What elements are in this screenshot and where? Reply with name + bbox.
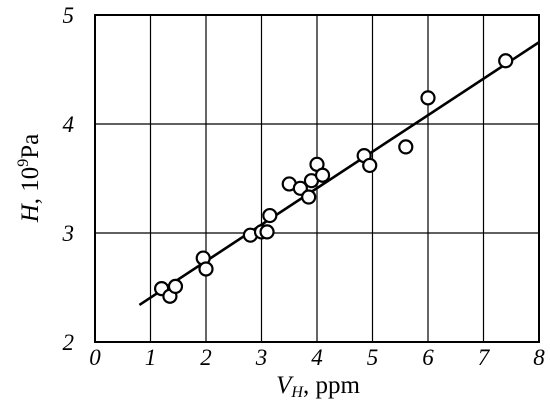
y-tick-label: 5 (63, 3, 75, 28)
plot-frame (94, 14, 540, 343)
x-tick-label: 0 (89, 345, 101, 370)
data-point (262, 207, 278, 224)
data-point (398, 139, 414, 155)
x-tick-label: 7 (478, 345, 491, 370)
data-point (259, 224, 275, 240)
data-point (301, 189, 317, 205)
data-point (420, 90, 436, 106)
data-point (198, 261, 214, 277)
data-point (314, 167, 331, 183)
x-tick-label: 4 (311, 345, 323, 370)
data-points (154, 53, 514, 304)
data-point (362, 157, 378, 174)
x-axis-label: VH, ppm (276, 372, 360, 401)
data-point (167, 278, 184, 295)
y-tick-label: 4 (63, 112, 75, 137)
grid (95, 15, 539, 342)
x-tick-label: 5 (367, 345, 379, 370)
y-tick-label: 2 (63, 330, 75, 355)
x-tick-labels: 0 1 2 3 4 5 6 7 8 (89, 345, 545, 370)
x-tick-label: 1 (145, 345, 157, 370)
x-tick-label: 2 (200, 345, 212, 370)
x-tick-label: 6 (422, 345, 434, 370)
data-point (498, 53, 514, 69)
y-tick-labels: 2 3 4 5 (62, 3, 75, 355)
x-tick-label: 8 (533, 345, 545, 370)
x-tick-label: 3 (255, 345, 268, 370)
y-tick-label: 3 (62, 221, 75, 246)
y-axis-label: H, 109Pa (15, 134, 44, 224)
